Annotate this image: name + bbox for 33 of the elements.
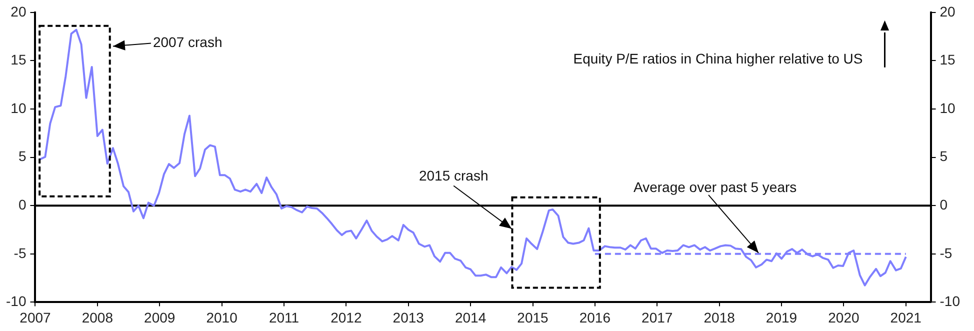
x-tick-label: 2012 bbox=[330, 309, 362, 326]
x-tick-label: 2016 bbox=[579, 309, 611, 326]
x-tick-label: 2020 bbox=[828, 309, 860, 326]
y-tick-label: 15 bbox=[10, 52, 26, 68]
y2-tick-label: 10 bbox=[940, 100, 956, 116]
y2-tick-label: 20 bbox=[940, 3, 956, 20]
y-tick-label: -10 bbox=[6, 293, 26, 310]
y2-tick-label: 0 bbox=[940, 196, 948, 212]
annotation: 2007 crash bbox=[152, 34, 222, 50]
x-tick-label: 2010 bbox=[206, 309, 238, 326]
x-tick-label: 2019 bbox=[766, 309, 798, 326]
x-tick-label: 2014 bbox=[454, 309, 486, 326]
x-tick-label: 2021 bbox=[890, 309, 922, 326]
x-tick-label: 2015 bbox=[517, 309, 549, 326]
annotation: Equity P/E ratios in China higher relative to US bbox=[573, 50, 863, 66]
y-tick-label: 10 bbox=[10, 100, 26, 116]
y2-tick-label: -10 bbox=[940, 293, 960, 310]
x-tick-label: 2008 bbox=[82, 309, 114, 326]
x-tick-label: 2007 bbox=[20, 309, 52, 326]
y-tick-label: 20 bbox=[10, 3, 26, 20]
y-tick-label: 5 bbox=[18, 148, 26, 164]
x-tick-label: 2013 bbox=[392, 309, 424, 326]
x-tick-label: 2017 bbox=[642, 309, 673, 326]
y-tick-label: -5 bbox=[14, 244, 26, 261]
annotation: 2015 crash bbox=[418, 168, 488, 184]
annotation: Average over past 5 years bbox=[634, 178, 797, 195]
x-tick-label: 2011 bbox=[268, 309, 300, 326]
x-tick-label: 2018 bbox=[704, 309, 736, 326]
y-tick-label: 0 bbox=[18, 196, 26, 212]
y2-tick-label: 5 bbox=[940, 148, 948, 164]
x-tick-label: 2009 bbox=[144, 309, 176, 326]
y2-tick-label: 15 bbox=[940, 52, 956, 68]
y2-tick-label: -5 bbox=[940, 244, 952, 261]
